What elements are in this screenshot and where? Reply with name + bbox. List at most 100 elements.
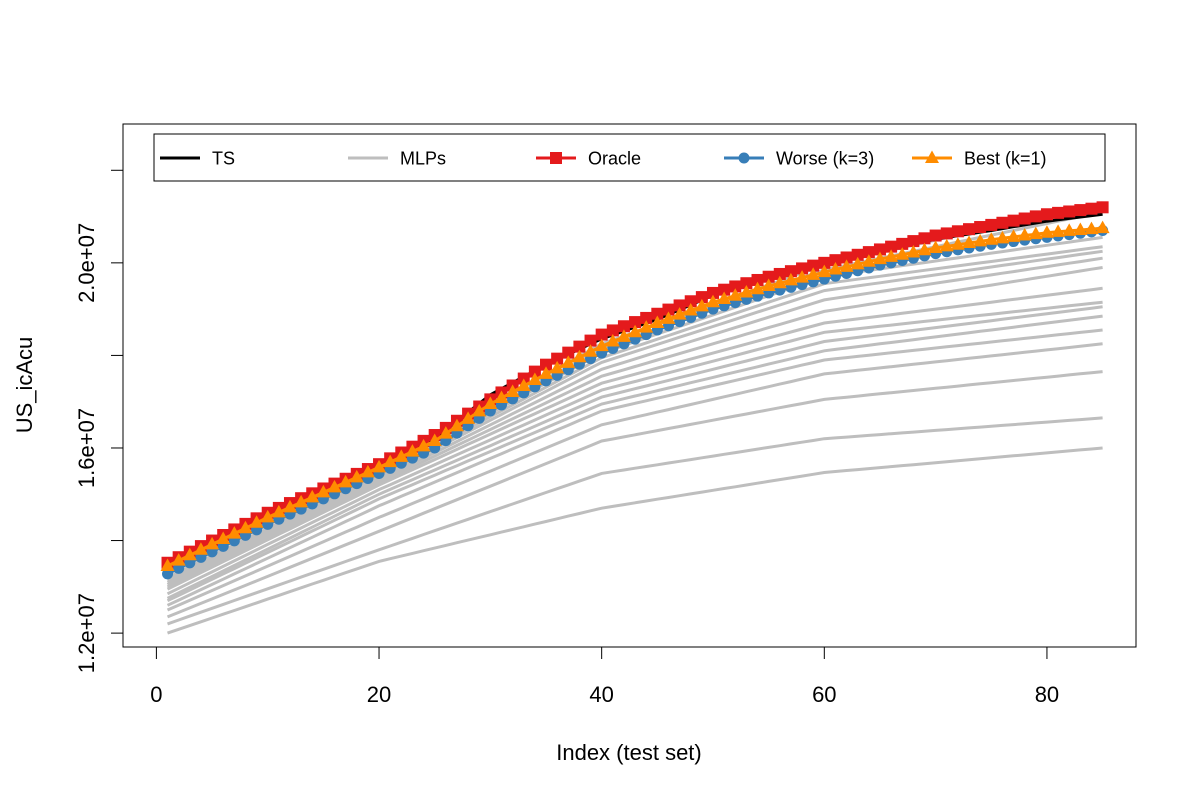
series-oracle-point xyxy=(974,221,987,234)
series-best-k-1-point xyxy=(282,499,297,513)
series-best-k-1-point xyxy=(984,232,999,245)
series-oracle-point xyxy=(829,254,842,267)
series-oracle-point xyxy=(951,225,964,238)
series-best-k-1-point xyxy=(928,240,943,254)
series-mlps-line-8 xyxy=(166,300,1103,596)
y-tick-label: 2.0e+07 xyxy=(74,223,99,303)
x-tick-label: 80 xyxy=(1035,682,1059,707)
series-oracle-point xyxy=(673,299,686,312)
plot-frame xyxy=(122,123,1137,648)
series-oracle-point xyxy=(718,283,731,296)
series-mlps-line-7 xyxy=(166,305,1103,600)
series-best-k-1-point xyxy=(305,489,320,503)
series-best-k-1-point xyxy=(516,378,531,391)
series-best-k-1-point xyxy=(872,251,887,265)
legend-label-best-k-1: Best (k=1) xyxy=(964,149,1047,169)
series-oracle-point xyxy=(617,320,630,333)
series-best-k-1-point xyxy=(550,360,565,374)
series-best-k-1-point xyxy=(171,553,186,566)
series-oracle-point xyxy=(1085,202,1098,215)
series-best-k-1-point xyxy=(249,515,264,528)
legend-items: TS MLPs Oracle Worse (k=3) Best (k=1) xyxy=(160,149,1047,169)
series-best-k-1-point xyxy=(1062,223,1077,236)
series-oracle-point xyxy=(551,352,564,365)
series-best-k-1-point xyxy=(750,281,765,295)
series-oracle-point xyxy=(873,243,886,256)
series-oracle-point xyxy=(985,218,998,231)
series-best-k-1-point xyxy=(1073,222,1088,235)
series-oracle-point xyxy=(595,328,608,341)
series-best-k-1-point xyxy=(973,233,988,247)
series-best-k-1-point xyxy=(405,444,420,457)
series-best-k-1-point xyxy=(394,449,409,462)
series-best-k-1-point xyxy=(705,294,720,308)
legend: TS MLPs Oracle Worse (k=3) Best (k=1) xyxy=(153,133,1106,182)
series-best-k-1-point xyxy=(483,396,498,410)
series-oracle-point xyxy=(796,262,809,275)
series-best-k-1-point xyxy=(349,469,364,483)
x-tick-label: 60 xyxy=(812,682,836,707)
x-tick-label: 40 xyxy=(589,682,613,707)
series-best-k-1-point xyxy=(739,284,754,298)
series-oracle-point xyxy=(1063,205,1076,218)
plot-series xyxy=(160,201,1110,635)
legend-label-worse-k-3: Worse (k=3) xyxy=(776,149,874,169)
series-best-k-1-point xyxy=(1084,221,1099,235)
series-best-k-1-point xyxy=(962,235,977,249)
series-best-k-1-point xyxy=(360,464,375,478)
series-oracle-point xyxy=(1074,204,1087,217)
series-oracle-point xyxy=(740,277,753,290)
legend-marker-oracle xyxy=(550,152,562,164)
series-best-k-1-point xyxy=(294,494,309,508)
series-oracle-point xyxy=(584,334,597,347)
series-best-k-1-point xyxy=(271,504,286,518)
series-oracle-point xyxy=(885,240,898,253)
legend-label-ts: TS xyxy=(212,149,235,169)
series-best-k-1-point xyxy=(316,484,331,498)
y-axis-label: US_icAcu xyxy=(12,337,37,434)
series-mlps-line-12 xyxy=(166,249,1103,584)
series-best-k-1-point xyxy=(683,303,698,316)
series-mlps-line-11 xyxy=(166,256,1103,586)
series-best-k-1-point xyxy=(917,242,932,256)
series-mlps-line-9 xyxy=(166,286,1103,591)
series-best-k-1-point xyxy=(1039,225,1054,238)
series-best-k-1-point xyxy=(338,474,353,488)
series-oracle-point xyxy=(729,280,742,293)
series-best-k-1-point xyxy=(1017,228,1032,241)
series-oracle-point xyxy=(1096,201,1109,214)
series-oracle-point xyxy=(1018,212,1031,225)
series-best-k-1-point xyxy=(783,272,798,286)
series-oracle-point xyxy=(751,273,764,286)
x-axis-label: Index (test set) xyxy=(556,740,702,765)
series-best-k-1-point xyxy=(583,344,598,357)
x-tick-label: 20 xyxy=(367,682,391,707)
series-best-k-1-point xyxy=(761,278,776,291)
x-tick-label: 0 xyxy=(150,682,162,707)
series-mlps-line-3 xyxy=(166,370,1103,619)
series-best-k-1-point xyxy=(1028,226,1043,240)
series-oracle-point xyxy=(540,358,553,371)
series-best-k-1-point xyxy=(505,384,520,397)
series-best-k-1-point xyxy=(494,390,509,403)
series-best-k-1-point xyxy=(772,275,787,289)
series-best-k-1-point xyxy=(828,262,843,275)
series-oracle-point xyxy=(851,248,864,261)
series-best-k-1-point xyxy=(661,311,676,324)
series-best-k-1-point xyxy=(527,372,542,385)
series-oracle-point xyxy=(840,251,853,264)
legend-label-mlps: MLPs xyxy=(400,149,446,169)
legend-marker-best-k-1 xyxy=(925,150,939,163)
series-oracle-point xyxy=(1029,210,1042,223)
series-oracle-point xyxy=(695,291,708,304)
series-oracle-point xyxy=(996,216,1009,229)
legend-label-oracle: Oracle xyxy=(588,149,641,169)
series-best-k-1-point xyxy=(806,267,821,280)
series-best-k-1-point xyxy=(182,547,197,561)
series-best-k-1-point xyxy=(572,349,587,363)
series-best-k-1-point xyxy=(850,256,865,270)
series-oracle-point xyxy=(963,223,976,236)
series-best-k-1-point xyxy=(694,298,709,312)
x-axis: 0 20 40 60 80 xyxy=(150,646,1059,707)
